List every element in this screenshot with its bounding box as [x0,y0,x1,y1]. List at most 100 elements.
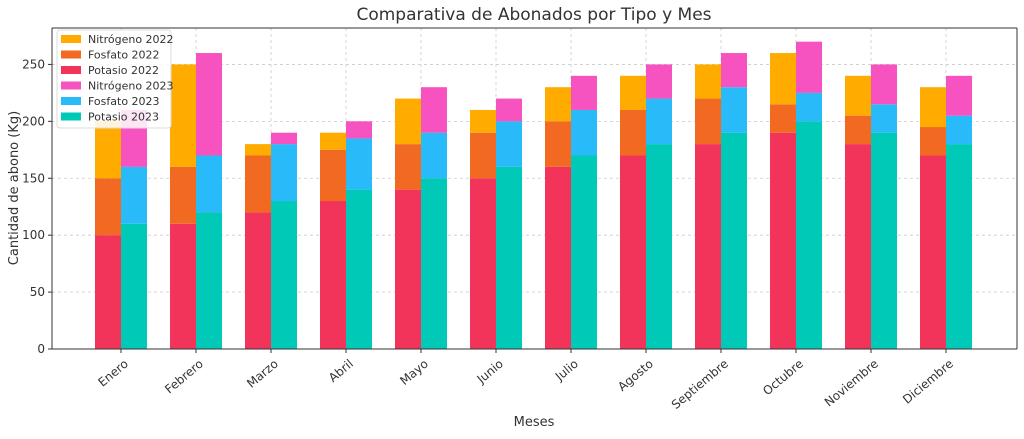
bar-fosfato-2022-enero [95,178,121,236]
y-axis-label: Cantidad de abono (Kg) [7,111,22,265]
bar-fosfato-2022-septiembre [695,98,721,145]
bar-potasio-2022-abril [320,201,346,349]
bar-fosfato-2023-septiembre [721,87,747,133]
bar-potasio-2022-mayo [395,189,421,349]
bar-potasio-2022-noviembre [845,144,871,349]
bar-potasio-2023-enero [121,223,147,349]
bar-fosfato-2022-mayo [395,144,421,190]
y-tick-label: 100 [22,228,45,242]
bar-fosfato-2023-marzo [271,144,297,202]
bar-potasio-2023-marzo [271,201,297,349]
x-tick-label: Abril [326,357,356,385]
x-tick-label: Enero [95,357,130,390]
legend-label: Potasio 2022 [88,64,159,77]
bar-nitr-geno-2023-diciembre [946,75,972,116]
x-tick-label: Noviembre [822,357,881,410]
bar-fosfato-2023-febrero [196,155,222,213]
bar-nitr-geno-2022-marzo [245,144,271,156]
bar-nitr-geno-2023-febrero [196,53,222,156]
bar-nitr-geno-2022-mayo [395,98,421,145]
bar-potasio-2023-febrero [196,212,222,349]
bar-fosfato-2023-junio [496,121,522,167]
bar-potasio-2022-enero [95,235,121,349]
bar-potasio-2023-septiembre [721,132,747,349]
legend-swatch [61,66,81,74]
legend-box [56,29,172,129]
bar-fosfato-2022-junio [470,132,496,179]
x-tick-label: Mayo [397,357,431,388]
bar-fosfato-2022-noviembre [845,115,871,145]
legend-swatch [61,50,81,59]
x-tick-label: Julio [552,357,581,385]
bars [95,41,972,349]
x-tick-label: Septiembre [669,357,731,412]
bar-nitr-geno-2022-abril [320,132,346,150]
bar-fosfato-2022-abril [320,149,346,202]
legend-label: Fosfato 2022 [88,49,160,62]
bar-nitr-geno-2023-marzo [271,132,297,145]
y-tick-label: 200 [22,114,45,128]
bar-potasio-2023-abril [346,189,372,349]
bar-potasio-2022-febrero [170,223,196,349]
legend-swatch [61,112,81,121]
bar-nitr-geno-2023-agosto [646,64,672,99]
bar-potasio-2022-agosto [620,155,646,349]
bar-potasio-2023-agosto [646,144,672,349]
bar-potasio-2022-marzo [245,212,271,349]
bar-potasio-2022-junio [470,178,496,349]
bar-nitr-geno-2023-julio [571,75,597,110]
bar-nitr-geno-2023-junio [496,98,522,122]
legend-label: Fosfato 2023 [88,95,160,108]
bar-potasio-2022-octubre [770,132,796,349]
x-tick-label: Diciembre [900,357,956,407]
x-tick-label: Junio [474,357,506,387]
bar-potasio-2022-septiembre [695,144,721,349]
bar-nitr-geno-2022-agosto [620,75,646,110]
bar-potasio-2023-octubre [796,121,822,349]
bar-fosfato-2022-marzo [245,155,271,213]
bar-nitr-geno-2022-diciembre [920,87,946,128]
chart-title: Comparativa de Abonados por Tipo y Mes [356,5,711,25]
bar-fosfato-2023-octubre [796,92,822,122]
bar-potasio-2023-mayo [421,178,447,349]
bar-potasio-2023-diciembre [946,144,972,349]
bar-fosfato-2022-agosto [620,109,646,156]
y-tick-label: 0 [37,342,45,356]
y-tick-label: 150 [22,171,45,185]
bar-fosfato-2022-octubre [770,104,796,133]
bar-potasio-2023-julio [571,155,597,349]
x-tick-label: Octubre [760,357,806,399]
bar-fosfato-2022-diciembre [920,127,946,156]
bar-potasio-2022-diciembre [920,155,946,349]
legend-swatch [61,35,81,43]
bar-nitr-geno-2023-abril [346,121,372,139]
y-tick-label: 50 [30,285,45,299]
bar-fosfato-2023-julio [571,109,597,156]
x-tick-label: Marzo [244,357,281,391]
bar-fosfato-2023-abril [346,138,372,190]
bar-potasio-2023-junio [496,166,522,349]
legend-swatch [61,97,81,105]
bar-fosfato-2022-febrero [170,166,196,224]
x-tick-label: Febrero [162,357,206,397]
bar-nitr-geno-2022-julio [545,87,571,122]
x-axis-label: Meses [514,415,555,430]
bar-nitr-geno-2022-febrero [170,64,196,167]
y-tick-label: 250 [22,57,45,71]
legend-label: Nitrógeno 2022 [88,33,174,46]
bar-nitr-geno-2023-septiembre [721,53,747,88]
bar-nitr-geno-2022-junio [470,109,496,133]
bar-nitr-geno-2023-noviembre [871,64,897,105]
bar-potasio-2023-noviembre [871,132,897,349]
legend: Nitrógeno 2022 Fosfato 2022 Potasio 2022 Ni… [56,29,174,129]
bar-fosfato-2022-julio [545,121,571,167]
bar-potasio-2022-julio [545,166,571,349]
legend-swatch [61,81,81,90]
bar-nitr-geno-2023-octubre [796,41,822,93]
legend-label: Potasio 2023 [88,111,159,124]
bar-fosfato-2023-diciembre [946,115,972,145]
bar-fosfato-2023-mayo [421,132,447,179]
bar-nitr-geno-2022-septiembre [695,64,721,99]
bar-fosfato-2023-noviembre [871,104,897,133]
bar-nitr-geno-2022-octubre [770,53,796,105]
